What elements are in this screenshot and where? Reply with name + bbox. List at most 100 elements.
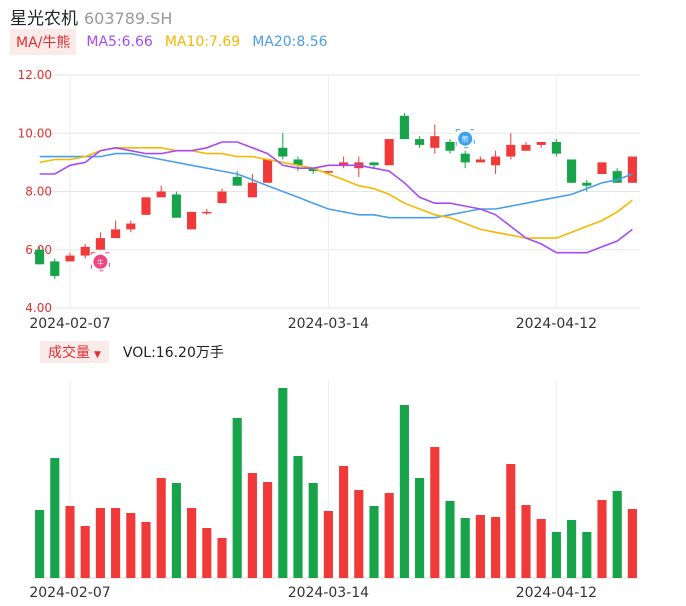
candle-body — [247, 182, 257, 198]
candle-body — [187, 211, 197, 230]
candle-body — [171, 194, 181, 218]
candle-body — [232, 176, 242, 186]
bear-marker-icon — [458, 131, 473, 146]
candle-body — [263, 159, 273, 183]
volume-bar — [445, 501, 455, 578]
candle-body — [597, 162, 607, 175]
volume-bar — [536, 519, 546, 578]
volume-bar — [217, 538, 227, 578]
candle-body — [430, 136, 440, 148]
candle-body — [126, 223, 136, 230]
volume-bar — [384, 493, 394, 578]
volume-bar — [171, 483, 181, 578]
ma-toggle-button[interactable]: MA/牛熊 — [10, 29, 77, 55]
candle-body — [627, 156, 637, 183]
y-tick-label: 4.00 — [25, 301, 52, 315]
bear-marker-icon-frame — [455, 129, 475, 149]
candle-body — [536, 141, 546, 145]
volume-bar — [475, 515, 485, 578]
volume-bar — [582, 532, 592, 578]
volume-bar — [278, 388, 288, 578]
volume-bar — [111, 508, 121, 578]
y-tick-label: 10.00 — [18, 126, 52, 140]
volume-bar — [430, 447, 440, 578]
volume-bar — [506, 464, 516, 578]
ma10-line — [39, 147, 633, 239]
volume-bar — [202, 528, 212, 578]
bull-marker-icon-label: 牛 — [97, 258, 104, 267]
candle-body — [521, 144, 531, 151]
volume-bar — [65, 506, 75, 578]
y-tick-label: 12.00 — [18, 68, 52, 82]
volume-bar — [323, 511, 333, 578]
caret-down-icon: ▼ — [94, 350, 101, 360]
candle-body — [278, 147, 288, 157]
volume-bar — [612, 491, 622, 578]
volume-bar — [293, 456, 303, 578]
candle-body — [399, 115, 409, 140]
x-tick-label: 2024-02-07 — [29, 585, 110, 601]
candle-body — [582, 182, 592, 186]
ma-legend: MA/牛熊 MA5:6.66 MA10:7.69 MA20:8.56 — [10, 29, 340, 55]
y-tick-label: 8.00 — [25, 185, 52, 199]
volume-bar — [369, 506, 379, 578]
candle-body — [65, 255, 75, 262]
candle-body — [80, 246, 90, 256]
candle-body — [491, 156, 501, 166]
candle-body — [475, 159, 485, 163]
volume-bar — [339, 466, 349, 578]
candle-body — [445, 141, 455, 151]
candle-body — [111, 229, 121, 239]
candle-body — [384, 139, 394, 166]
ma20-legend: MA20:8.56 — [252, 34, 328, 50]
candle-body — [323, 171, 333, 173]
candle-body — [202, 211, 212, 214]
candle-body — [551, 141, 561, 154]
volume-bar — [263, 482, 273, 578]
ma5-line — [39, 141, 633, 254]
volume-indicator-button[interactable]: 成交量 ▼ — [40, 341, 109, 363]
volume-bar — [126, 513, 136, 578]
volume-bar — [232, 418, 242, 578]
volume-bar — [491, 517, 501, 578]
volume-bar — [35, 510, 45, 578]
volume-bar — [247, 473, 257, 578]
bear-marker-icon-label: 熊 — [462, 135, 469, 144]
stock-name: 星光农机 — [10, 9, 78, 29]
volume-bar — [80, 526, 90, 578]
volume-bar — [521, 505, 531, 578]
volume-bar — [597, 500, 607, 578]
candle-body — [35, 249, 45, 265]
stock-code: 603789.SH — [84, 9, 173, 28]
volume-value: VOL:16.20万手 — [122, 345, 224, 361]
volume-bar — [156, 478, 166, 578]
volume-bar — [551, 532, 561, 578]
volume-bar — [141, 522, 151, 578]
volume-bar — [50, 458, 60, 578]
volume-legend: 成交量 ▼ VOL:16.20万手 — [40, 341, 224, 363]
candle-body — [460, 153, 470, 163]
bull-marker-icon — [93, 254, 108, 269]
volume-bar — [415, 478, 425, 578]
candle-body — [95, 238, 105, 250]
candle-body — [369, 162, 379, 166]
candle-body — [506, 144, 516, 157]
candle-body — [156, 191, 166, 198]
ma20-line — [39, 152, 633, 219]
candle-body — [217, 191, 227, 204]
x-tick-label: 2024-03-14 — [288, 585, 369, 601]
candle-body — [308, 168, 318, 172]
volume-bar — [567, 520, 577, 578]
stock-title: 星光农机 603789.SH — [10, 4, 172, 29]
volume-bar — [399, 405, 409, 578]
volume-bar — [95, 508, 105, 578]
candle-body — [339, 162, 349, 166]
volume-bar — [308, 483, 318, 578]
ma5-legend: MA5:6.66 — [86, 34, 153, 50]
candle-body — [415, 139, 425, 145]
volume-bar — [627, 509, 637, 578]
ma10-legend: MA10:7.69 — [164, 34, 241, 50]
candle-body — [141, 197, 151, 215]
candle-body — [293, 159, 303, 166]
